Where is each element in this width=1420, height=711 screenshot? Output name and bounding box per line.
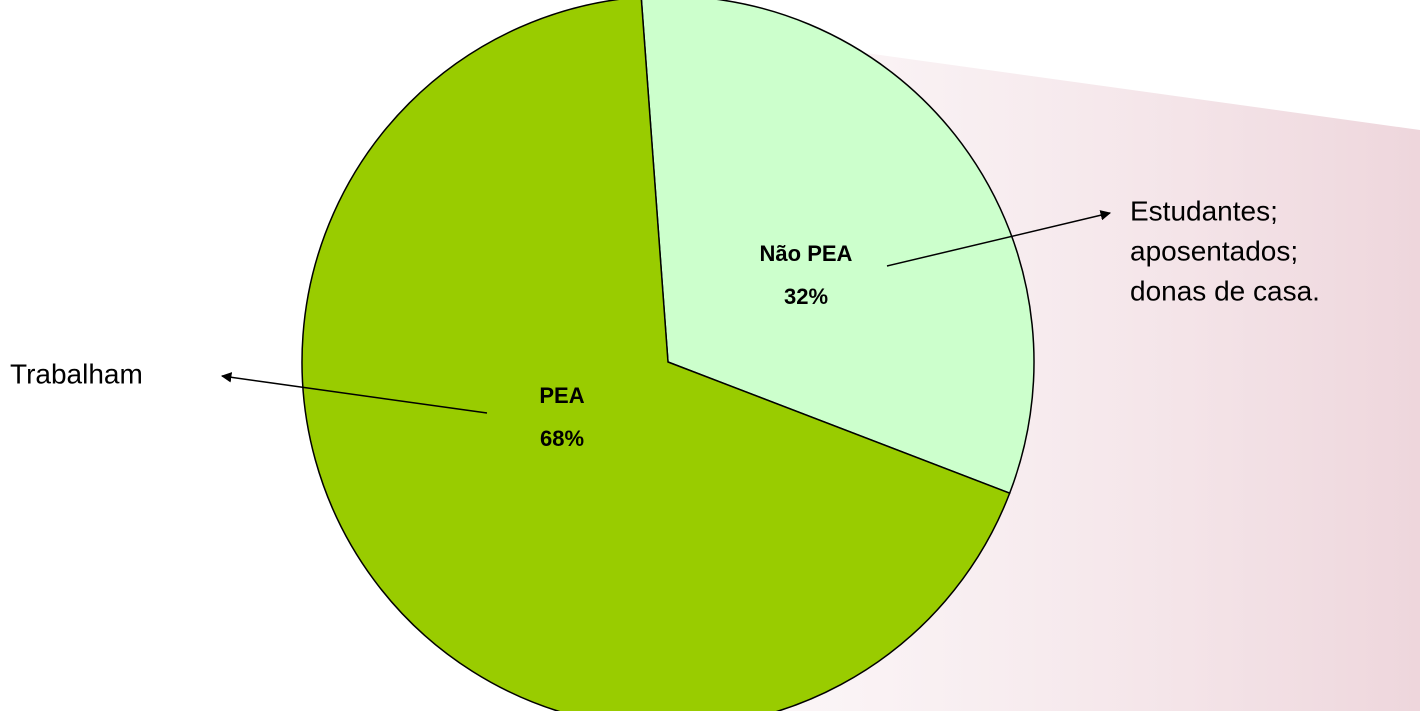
pie-slice xyxy=(640,0,1035,495)
arrow xyxy=(886,210,1112,267)
annotation: Trabalham xyxy=(10,358,143,389)
value-label: 68% xyxy=(540,426,584,451)
pie xyxy=(301,0,1035,711)
annotation: aposentados; xyxy=(1130,235,1298,266)
pie-slice xyxy=(301,0,1011,711)
annotation: donas de casa. xyxy=(1130,275,1320,306)
arrow xyxy=(220,372,488,414)
slice-label: PEA xyxy=(539,383,584,408)
annotation: Estudantes; xyxy=(1130,195,1278,226)
value-label: 32% xyxy=(784,284,828,309)
slice-label: Não PEA xyxy=(760,241,853,266)
